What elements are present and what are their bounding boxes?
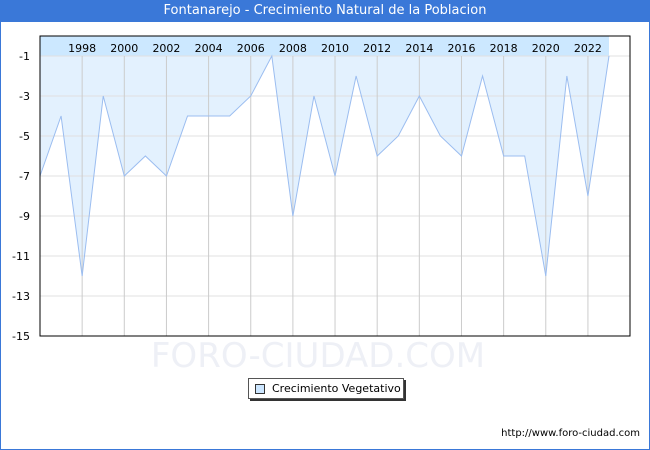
watermark: FORO-CIUDAD.COM bbox=[151, 336, 485, 376]
x-tick-label: 2000 bbox=[110, 42, 138, 55]
x-tick-label: 2010 bbox=[321, 42, 349, 55]
x-tick-label: 2014 bbox=[405, 42, 433, 55]
y-tick-label: -13 bbox=[12, 290, 30, 303]
y-tick-label: -3 bbox=[19, 90, 30, 103]
x-tick-label: 2004 bbox=[195, 42, 223, 55]
legend-label: Crecimiento Vegetativo bbox=[272, 382, 401, 395]
y-tick-label: -5 bbox=[19, 130, 30, 143]
x-tick-label: 2008 bbox=[279, 42, 307, 55]
legend-swatch bbox=[255, 384, 265, 394]
x-tick-label: 2020 bbox=[532, 42, 560, 55]
x-tick-label: 2012 bbox=[363, 42, 391, 55]
series-line bbox=[39, 54, 610, 277]
plot-border bbox=[39, 35, 631, 337]
legend: Crecimiento Vegetativo bbox=[248, 378, 404, 399]
x-tick-label: 2006 bbox=[237, 42, 265, 55]
chart-title: Fontanarejo - Crecimiento Natural de la … bbox=[0, 0, 650, 22]
x-tick-label: 1998 bbox=[68, 42, 96, 55]
x-tick-label: 2018 bbox=[490, 42, 518, 55]
area-fill bbox=[40, 56, 609, 276]
y-tick-label: -15 bbox=[12, 330, 30, 343]
x-tick-label: 2022 bbox=[574, 42, 602, 55]
y-tick-label: -1 bbox=[19, 50, 30, 63]
source-url[interactable]: http://www.foro-ciudad.com bbox=[501, 428, 640, 439]
x-tick-label: 2016 bbox=[447, 42, 475, 55]
x-tick-label: 2002 bbox=[152, 42, 180, 55]
y-tick-label: -9 bbox=[19, 210, 30, 223]
y-tick-label: -11 bbox=[12, 250, 30, 263]
y-tick-label: -7 bbox=[19, 170, 30, 183]
header-band bbox=[40, 36, 609, 56]
